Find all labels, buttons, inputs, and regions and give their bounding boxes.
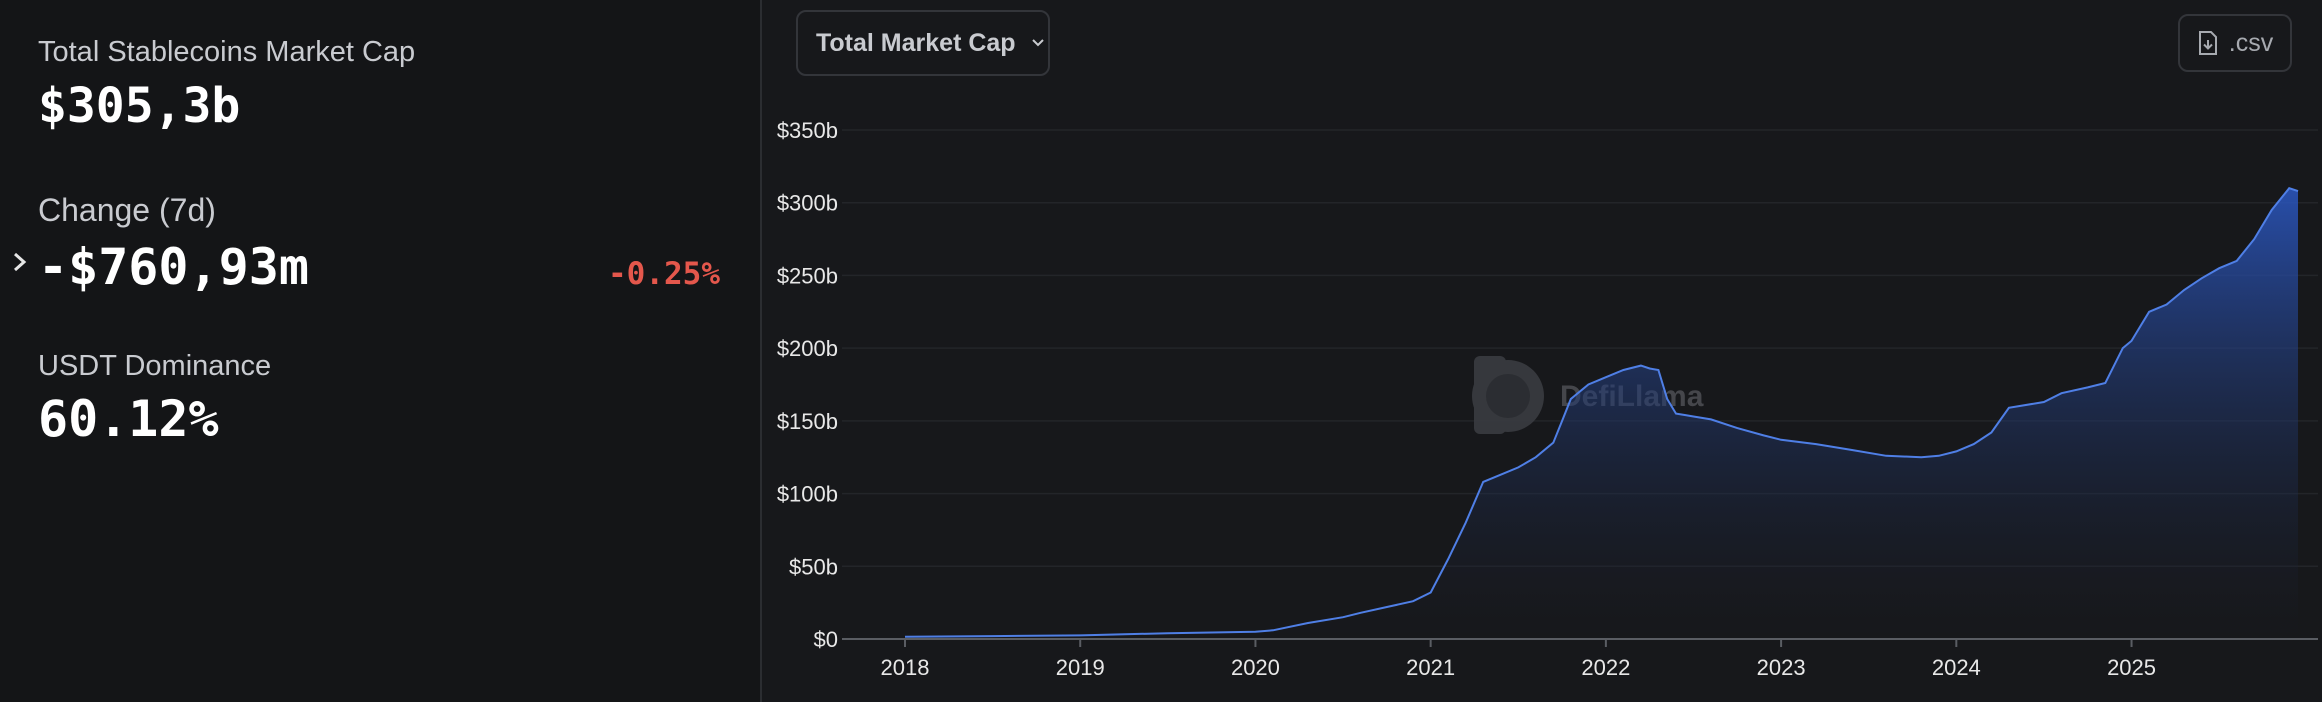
y-tick-label: $350b [777,118,838,143]
csv-label: .csv [2228,28,2274,57]
chevron-down-icon [1031,39,1044,47]
x-tick-label: 2023 [1757,655,1806,680]
y-tick-label: $0 [814,627,838,652]
y-tick-label: $250b [777,263,838,288]
y-tick-label: $50b [789,554,838,579]
x-tick-label: 2021 [1406,655,1455,680]
x-tick-label: 2025 [2107,655,2156,680]
usdt-dominance-label: USDT Dominance [38,350,272,382]
x-tick-label: 2022 [1581,655,1630,680]
change-7d-value: -$760,93m [38,238,309,296]
usdt-dominance-value: 60.12% [38,390,219,448]
y-tick-label: $300b [777,191,838,216]
y-tick-label: $200b [777,336,838,361]
market-cap-chart[interactable]: DefiLlama $0$50b$100b$150b$200b$250b$300… [762,0,2322,702]
metric-select-label: Total Market Cap [816,28,1016,57]
metric-select[interactable]: Total Market Cap [796,10,1050,76]
y-tick-label: $100b [777,482,838,507]
stats-panel: Total Stablecoins Market Cap $305,3b Cha… [0,0,760,702]
x-tick-label: 2020 [1231,655,1280,680]
market-cap-area [905,188,2298,639]
market-cap-label: Total Stablecoins Market Cap [38,36,416,68]
x-tick-label: 2024 [1932,655,1981,680]
file-download-icon [2198,31,2217,55]
change-7d-label: Change (7d) [38,192,216,228]
y-tick-label: $150b [777,409,838,434]
market-cap-line [904,187,2299,638]
chevron-right-icon[interactable] [8,246,32,278]
panel-divider [760,0,762,702]
x-tick-label: 2019 [1056,655,1105,680]
chart-panel: Total Market Cap .csv DefiLlama $0$50b$1… [762,0,2322,702]
csv-download-button[interactable]: .csv [2178,14,2292,72]
market-cap-value: $305,3b [38,78,241,134]
change-7d-percent: -0.25% [608,256,720,292]
x-tick-label: 2018 [881,655,930,680]
